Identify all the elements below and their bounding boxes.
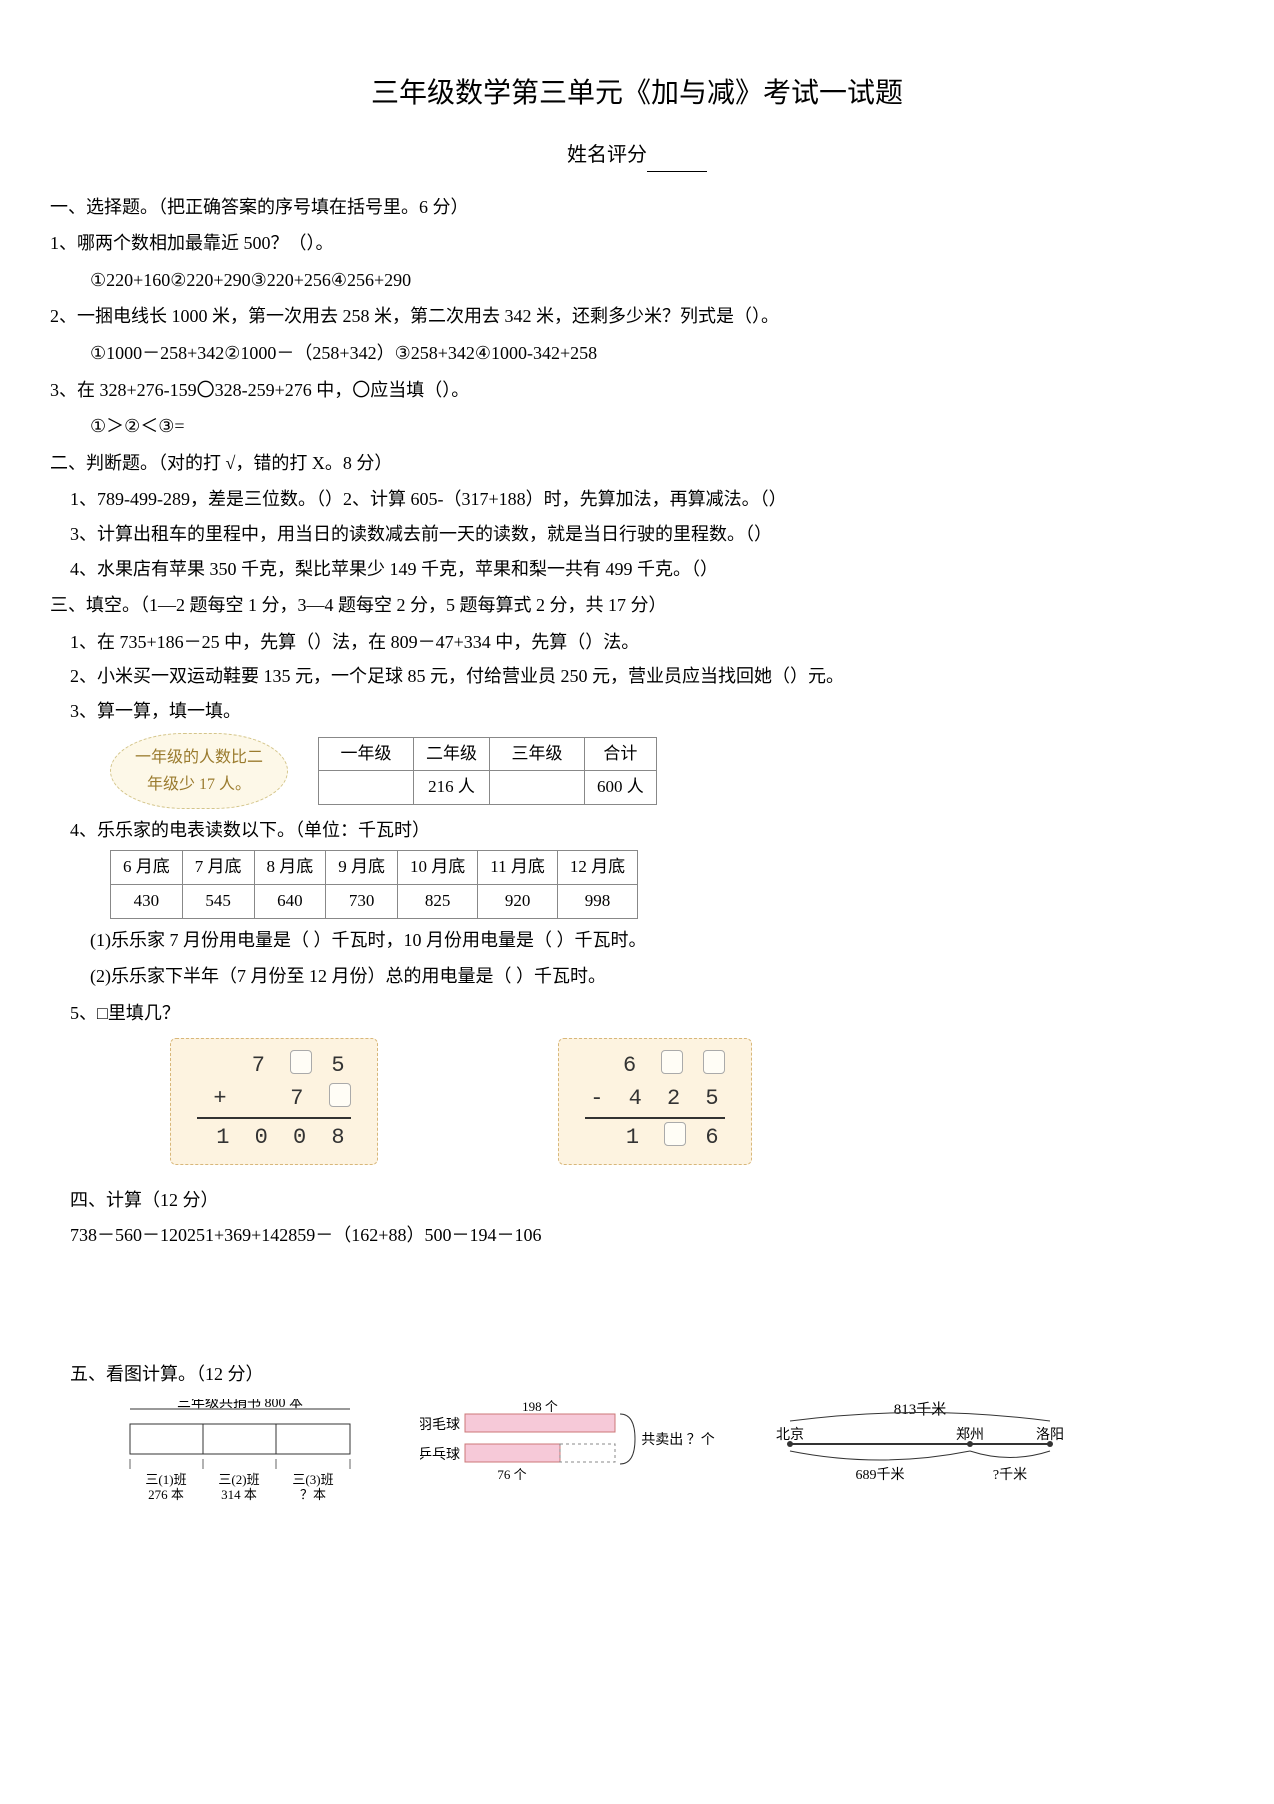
subtitle: 姓名评分 [50,138,1224,172]
meter-table: 6 月底 7 月底 8 月底 9 月底 10 月底 11 月底 12 月底 43… [110,850,638,919]
td [490,771,585,805]
d2-q: 共卖出 ？个 [641,1432,715,1448]
d2-pp: 乒乓球 [420,1447,460,1463]
th: 6 月底 [111,850,183,884]
d1-c1a: 三(1)班 [145,1472,186,1487]
td: 920 [478,884,558,918]
d2-ymn: 198 个 [522,1399,558,1414]
s2-i4: 4、水果店有苹果 350 千克，梨比苹果少 149 千克，苹果和梨一共有 499… [50,554,1224,585]
td: 600 人 [585,771,657,805]
d1-c3b: ？本 [300,1487,326,1502]
td: 640 [254,884,326,918]
th: 10 月底 [398,850,478,884]
s1-q1: 1、哪两个数相加最靠近 500？（）。 [50,228,1224,259]
s1-q3-opts: ①＞②＜③= [50,411,1224,442]
d3-a: 北京 [776,1427,804,1443]
s1-q1-opts: ①220+160②220+290③220+256④256+290 [50,265,1224,296]
th: 11 月底 [478,850,558,884]
vertical-math-add: 7 5 + 7 1 0 0 8 [170,1038,378,1165]
td: 430 [111,884,183,918]
d2-ym: 羽毛球 [420,1417,460,1433]
subtitle-label: 姓名评分 [567,144,647,166]
s3-i4-1: (1)乐乐家 7 月份用电量是（ ）千瓦时，10 月份用电量是（ ）千瓦时。 [50,925,1224,956]
s3-i4-2: (2)乐乐家下半年（7 月份至 12 月份）总的用电量是（ ）千瓦时。 [50,961,1224,992]
th: 合计 [585,737,657,771]
speech-bubble: 一年级的人数比二 年级少 17 人。 [110,733,288,809]
d3-n2: ?千米 [993,1467,1027,1483]
d1-c2a: 三(2)班 [218,1472,259,1487]
th: 12 月底 [557,850,637,884]
table-row: 一年级 二年级 三年级 合计 [319,737,657,771]
diagram-balls: 羽毛球 198 个 乒乓球 76 个 共卖出 ？个 [420,1399,720,1509]
section-5-title: 五、看图计算。（12 分） [50,1359,1224,1390]
d2-ppn: 76 个 [497,1467,526,1482]
fill-box [661,1050,683,1074]
s3-i1: 1、在 735+186－25 中，先算（）法，在 809－47+334 中，先算… [50,627,1224,658]
td [319,771,414,805]
td: 825 [398,884,478,918]
fill-box [329,1083,351,1107]
section-2-title: 二、判断题。（对的打 √，错的打 X。8 分） [50,448,1224,479]
d3-total: 813千米 [894,1401,947,1418]
s1-q2: 2、一捆电线长 1000 米，第一次用去 258 米，第二次用去 342 米，还… [50,301,1224,332]
s2-i3: 3、计算出租车的里程中，用当日的读数减去前一天的读数，就是当日行驶的里程数。（） [50,519,1224,550]
d3-c: 洛阳 [1036,1427,1064,1443]
table-row: 216 人 600 人 [319,771,657,805]
fill-box [290,1050,312,1074]
th: 一年级 [319,737,414,771]
td: 998 [557,884,637,918]
td: 545 [182,884,254,918]
s4-expr: 738－560－120251+369+142859－（162+88）500－19… [50,1220,1224,1251]
table-row: 6 月底 7 月底 8 月底 9 月底 10 月底 11 月底 12 月底 [111,850,638,884]
d1-title: 三年级共捐书 800 本 [177,1399,303,1411]
d3-n1: 689千米 [856,1467,905,1483]
th: 7 月底 [182,850,254,884]
diagram-books: 三年级共捐书 800 本 三(1)班 276 本 三(2)班 314 本 三(3… [110,1399,370,1519]
td: 730 [326,884,398,918]
s3-i5: 5、□里填几？ [50,998,1224,1029]
score-blank [647,171,707,172]
th: 9 月底 [326,850,398,884]
th: 8 月底 [254,850,326,884]
td: 216 人 [414,771,490,805]
th: 三年级 [490,737,585,771]
d3-b: 郑州 [956,1427,984,1443]
s3-i3: 3、算一算，填一填。 [50,696,1224,727]
section-1-title: 一、选择题。（把正确答案的序号填在括号里。6 分） [50,192,1224,223]
sum: 1 0 0 8 [197,1121,351,1154]
th: 二年级 [414,737,490,771]
grades-table: 一年级 二年级 三年级 合计 216 人 600 人 [318,737,657,806]
page-title: 三年级数学第三单元《加与减》考试一试题 [50,70,1224,118]
s1-q2-opts: ①1000－258+342②1000－（258+342）③258+342④100… [50,338,1224,369]
s3-i2: 2、小米买一双运动鞋要 135 元，一个足球 85 元，付给营业员 250 元，… [50,661,1224,692]
section-3-title: 三、填空。（1—2 题每空 1 分，3—4 题每空 2 分，5 题每算式 2 分… [50,590,1224,621]
s3-i4: 4、乐乐家的电表读数以下。（单位：千瓦时） [50,815,1224,846]
d1-c3a: 三(3)班 [292,1472,333,1487]
table-row: 430 545 640 730 825 920 998 [111,884,638,918]
fill-box [664,1122,686,1146]
s1-q3: 3、在 328+276-159〇328-259+276 中，〇应当填（）。 [50,375,1224,406]
d1-c1b: 276 本 [148,1487,184,1502]
d1-c2b: 314 本 [221,1487,257,1502]
diagram-distance: 813千米 北京 郑州 洛阳 689千米 ?千米 [770,1399,1070,1509]
vertical-math-sub: 6 - 4 2 5 1 6 [558,1038,752,1165]
section-4-title: 四、计算（12 分） [50,1185,1224,1216]
s2-i1: 1、789-499-289，差是三位数。（）2、计算 605-（317+188）… [50,484,1224,515]
fill-box [703,1050,725,1074]
